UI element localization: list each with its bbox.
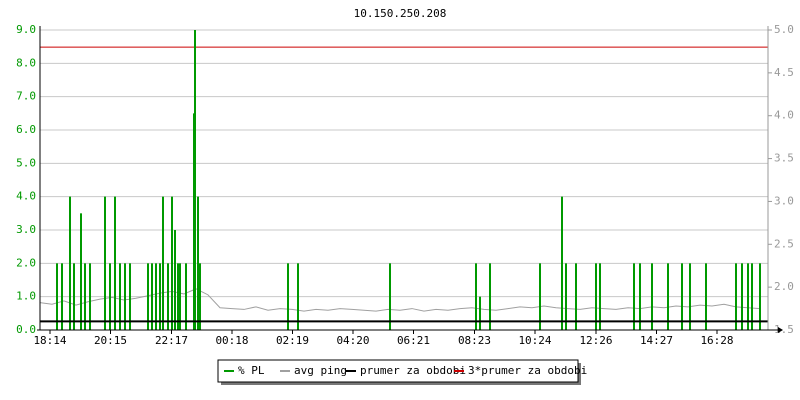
- y-tick-label: 4.0: [16, 190, 36, 203]
- y2-tick-label: 4.0: [774, 109, 794, 122]
- y-tick-label: 0.0: [16, 323, 36, 336]
- y2-tick-label: 1.5: [774, 323, 794, 336]
- y-tick-label: 5.0: [16, 156, 36, 169]
- x-tick-label: 00:18: [215, 334, 248, 347]
- legend-swatch: [454, 370, 464, 372]
- x-tick-label: 02:19: [276, 334, 309, 347]
- x-tick-label: 20:15: [94, 334, 127, 347]
- x-tick-label: 22:17: [155, 334, 188, 347]
- x-tick-label: 06:21: [397, 334, 430, 347]
- y-tick-label: 3.0: [16, 223, 36, 236]
- x-tick-label: 16:28: [700, 334, 733, 347]
- chart-title: 10.150.250.208: [354, 7, 447, 20]
- legend-label: avg ping: [294, 364, 347, 377]
- y2-tick-label: 3.0: [774, 194, 794, 207]
- legend-label: % PL: [238, 364, 265, 377]
- y2-tick-label: 2.5: [774, 237, 794, 250]
- y-tick-label: 1.0: [16, 290, 36, 303]
- y2-tick-label: 2.0: [774, 280, 794, 293]
- legend: [217, 359, 579, 383]
- y-tick-label: 9.0: [16, 23, 36, 36]
- x-tick-label: 10:24: [518, 334, 551, 347]
- x-tick-label: 14:27: [640, 334, 673, 347]
- y-tick-label: 8.0: [16, 56, 36, 69]
- y-tick-label: 6.0: [16, 123, 36, 136]
- legend-swatch: [346, 370, 356, 372]
- y-tick-label: 7.0: [16, 90, 36, 103]
- x-tick-label: 18:14: [33, 334, 66, 347]
- x-axis-arrow: [778, 327, 783, 333]
- x-tick-label: 12:26: [579, 334, 612, 347]
- x-tick-label: 04:20: [336, 334, 369, 347]
- y2-tick-label: 3.5: [774, 152, 794, 165]
- legend-swatch: [280, 370, 290, 372]
- legend-label: 3*prumer za obdobi: [468, 364, 587, 377]
- y2-tick-label: 4.5: [774, 66, 794, 79]
- x-tick-label: 08:23: [458, 334, 491, 347]
- legend-label: prumer za obdobi: [360, 364, 466, 377]
- y2-tick-label: 5.0: [774, 23, 794, 36]
- legend-swatch: [224, 370, 234, 372]
- y-tick-label: 2.0: [16, 256, 36, 269]
